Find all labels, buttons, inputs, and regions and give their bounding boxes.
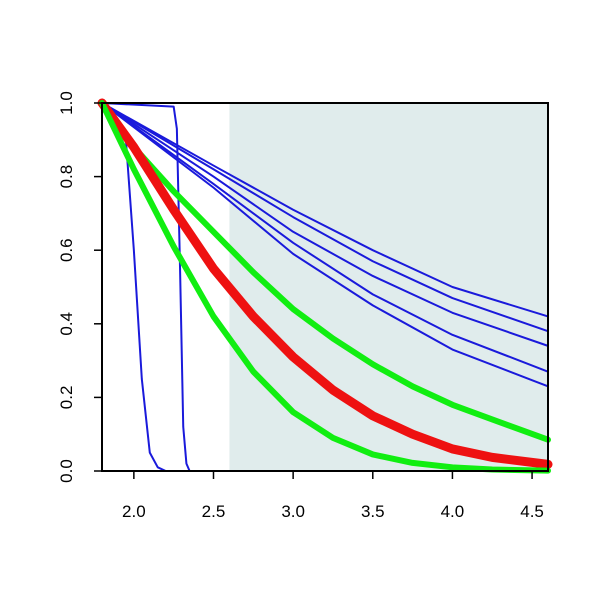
y-tick-label: 0.0 [57, 459, 76, 483]
x-axis: 2.0 2.5 3.0 3.5 4.0 4.5 [122, 470, 544, 521]
series-line-blue-7 [101, 102, 549, 388]
series-line-green-8 [99, 100, 551, 443]
y-tick-label: 1.0 [57, 91, 76, 115]
y-axis: 0.0 0.2 0.4 0.6 0.8 1.0 [57, 91, 102, 483]
series-line-blue-3 [101, 102, 549, 318]
shaded-region [229, 103, 548, 471]
series-layer [97, 98, 553, 474]
y-tick-label: 0.4 [57, 312, 76, 336]
series-line-blue-2 [101, 102, 549, 472]
x-tick-label: 4.0 [441, 502, 465, 521]
x-tick-label: 3.5 [361, 502, 385, 521]
series-line-red-9 [97, 98, 553, 469]
series-line-green-10 [99, 100, 551, 474]
x-tick-label: 2.5 [202, 502, 226, 521]
y-tick-label: 0.8 [57, 165, 76, 189]
series-line-blue-6 [101, 102, 549, 373]
series-line-blue-5 [101, 102, 549, 347]
x-tick-label: 3.0 [281, 502, 305, 521]
x-tick-label: 2.0 [122, 502, 146, 521]
x-tick-label: 4.5 [520, 502, 544, 521]
y-tick-label: 0.2 [57, 386, 76, 410]
y-tick-label: 0.6 [57, 238, 76, 262]
plot-area [97, 98, 553, 474]
series-line-blue-4 [101, 102, 549, 333]
